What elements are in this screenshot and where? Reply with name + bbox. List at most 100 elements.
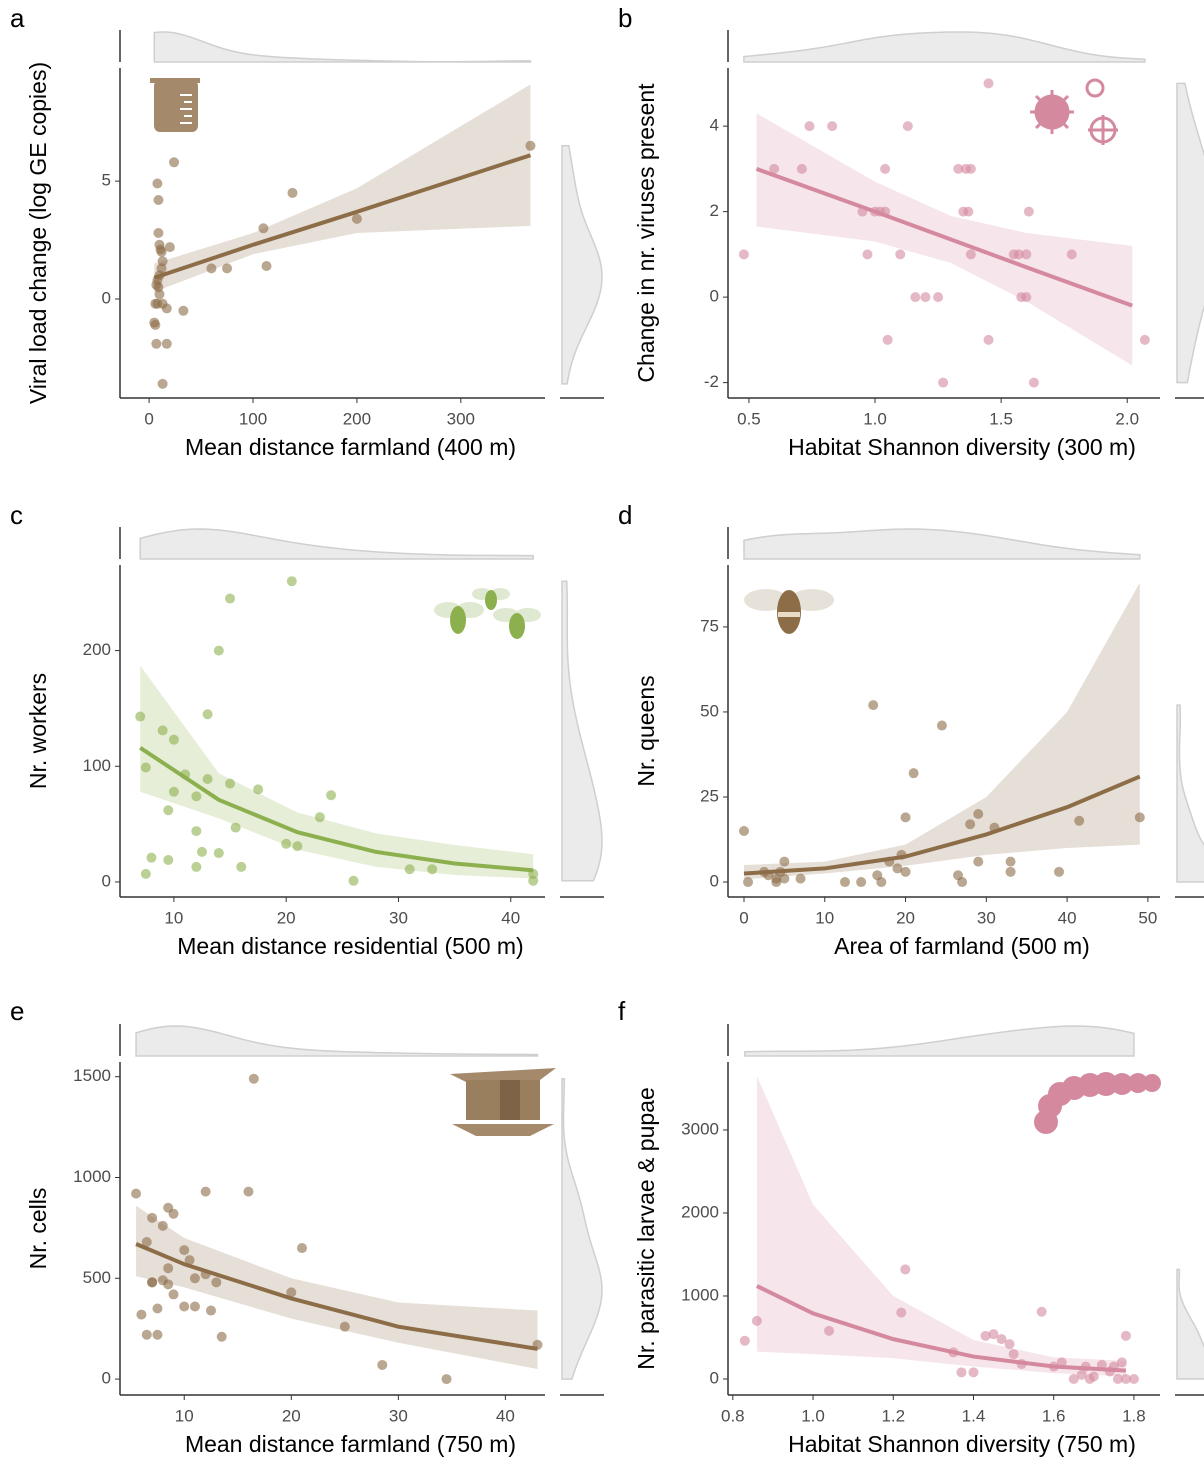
data-point: [206, 263, 217, 274]
data-point: [956, 1367, 967, 1378]
data-point: [213, 848, 224, 859]
data-point: [152, 178, 163, 189]
x-tick-label: 50: [1138, 908, 1157, 927]
marginal-density: [1176, 82, 1204, 384]
data-point: [168, 734, 179, 745]
data-point: [965, 163, 976, 174]
data-point: [225, 593, 236, 604]
data-point: [141, 1329, 152, 1340]
data-point: [296, 1243, 307, 1254]
data-point: [147, 1277, 158, 1288]
bee-icon: [744, 589, 834, 634]
x-axis-title: Mean distance residential (500 m): [177, 933, 523, 959]
y-tick-label: 4: [710, 116, 719, 135]
marginal-density: [135, 1025, 539, 1057]
data-point: [146, 852, 157, 863]
marginal-density: [153, 31, 532, 63]
x-tick-label: 1.0: [801, 1406, 825, 1425]
larva-icon: [1034, 1072, 1161, 1134]
data-point: [243, 1186, 254, 1197]
data-point: [868, 700, 879, 711]
x-tick-label: 1.2: [881, 1406, 905, 1425]
data-point: [1116, 1357, 1127, 1368]
data-point: [253, 784, 264, 795]
x-tick-label: 20: [282, 1406, 301, 1425]
data-point: [796, 163, 807, 174]
marginal-density: [561, 580, 603, 882]
data-point: [211, 1277, 222, 1288]
y-tick-label: 2000: [681, 1202, 719, 1221]
data-point: [339, 1321, 350, 1332]
data-point: [140, 762, 151, 773]
y-axis-title: Nr. queens: [633, 675, 659, 786]
x-tick-label: 20: [277, 908, 296, 927]
data-point: [200, 1186, 211, 1197]
marginal-density: [561, 1077, 603, 1380]
data-point: [1074, 815, 1085, 826]
data-point: [876, 877, 887, 888]
data-point: [351, 213, 362, 224]
data-point: [900, 866, 911, 877]
data-point: [441, 1374, 452, 1385]
panel: a 0 100 200 300 0 5 Mean distance farmland (400…: [10, 3, 604, 460]
data-point: [1128, 1373, 1139, 1384]
panel: f 0.8 1.0 1.2 1.4 1.6 1.8 0 1000 2000 3000 Habitat …: [618, 996, 1204, 1457]
data-point: [163, 854, 174, 865]
data-point: [202, 774, 213, 785]
data-point: [213, 645, 224, 656]
confidence-band: [140, 665, 534, 879]
bees-icon: [434, 588, 541, 639]
data-point: [910, 292, 921, 303]
data-point: [169, 157, 180, 168]
data-point: [189, 1273, 200, 1284]
data-point: [179, 1301, 190, 1312]
data-point: [1068, 1373, 1079, 1384]
y-tick-label: 1000: [73, 1167, 111, 1186]
y-axis-title: Change in nr. viruses present: [633, 83, 659, 383]
data-point: [141, 1237, 152, 1248]
data-point: [528, 875, 539, 886]
x-tick-label: 1.6: [1042, 1406, 1066, 1425]
data-point: [147, 1212, 158, 1223]
data-point: [827, 121, 838, 132]
data-point: [983, 334, 994, 345]
data-point: [980, 1330, 991, 1341]
data-point: [151, 338, 162, 349]
data-point: [738, 826, 749, 837]
data-point: [161, 338, 172, 349]
data-point: [168, 1289, 179, 1300]
data-point: [795, 873, 806, 884]
y-tick-label: 3000: [681, 1119, 719, 1138]
data-point: [168, 1208, 179, 1219]
fit-line: [755, 166, 1133, 308]
x-axis-title: Habitat Shannon diversity (750 m): [788, 1431, 1136, 1457]
data-point: [164, 242, 175, 253]
data-point: [900, 1264, 911, 1275]
x-axis-title: Area of farmland (500 m): [834, 933, 1090, 959]
data-point: [1120, 1330, 1131, 1341]
data-point: [152, 1329, 163, 1340]
y-tick-label: 50: [700, 701, 719, 720]
x-tick-label: 0.8: [721, 1406, 745, 1425]
data-point: [157, 725, 168, 736]
data-point: [1112, 1373, 1123, 1384]
data-point: [236, 861, 247, 872]
data-point: [222, 263, 233, 274]
data-point: [152, 1303, 163, 1314]
x-tick-label: 10: [815, 908, 834, 927]
y-axis-title: Nr. cells: [25, 1188, 51, 1270]
x-axis-title: Mean distance farmland (400 m): [185, 434, 516, 460]
x-tick-label: 30: [977, 908, 996, 927]
fit-line: [153, 153, 532, 280]
marginal-density: [743, 31, 1146, 63]
data-point: [968, 1367, 979, 1378]
data-point: [933, 292, 944, 303]
data-point: [154, 289, 165, 300]
data-point: [880, 163, 891, 174]
y-tick-label: 0: [710, 1368, 719, 1387]
confidence-band: [756, 1076, 1126, 1377]
y-tick-label: 1500: [73, 1066, 111, 1085]
data-point: [427, 864, 438, 875]
data-point: [900, 812, 911, 823]
y-tick-label: 0: [102, 871, 111, 890]
